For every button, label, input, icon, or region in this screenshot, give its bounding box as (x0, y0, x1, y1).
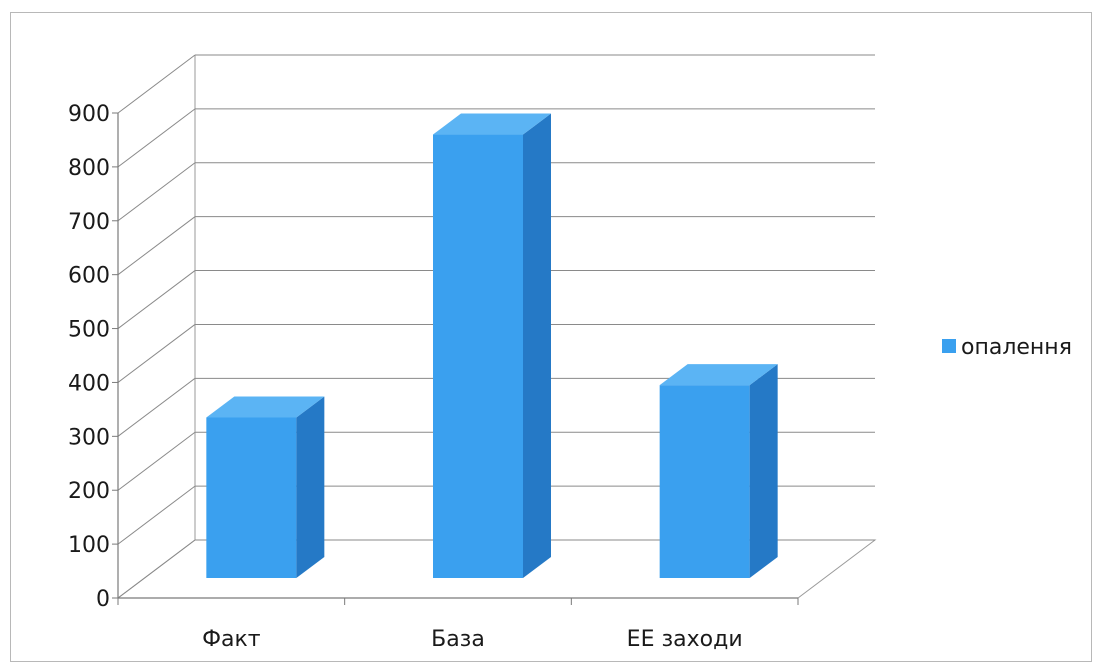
y-tick-label: 800 (68, 156, 110, 181)
gridline-side (117, 108, 196, 168)
bar-front (206, 417, 297, 578)
bar (206, 396, 325, 578)
gridline-side (117, 54, 196, 114)
y-tick-label: 700 (68, 210, 110, 235)
bars (206, 113, 778, 579)
bar-side (523, 113, 551, 579)
bar (433, 113, 551, 579)
gridline-side (117, 377, 196, 437)
bar-side (296, 396, 325, 578)
gridline-side (117, 162, 196, 222)
bar (659, 364, 778, 578)
x-tick-label: ЕЕ заходи (627, 627, 743, 652)
legend-label: опалення (961, 335, 1072, 360)
y-tick-label: 400 (68, 371, 110, 396)
y-tick-label: 500 (68, 318, 110, 343)
y-tick-label: 0 (96, 587, 110, 612)
x-axis-ticks: Факт База ЕЕ заходи (117, 598, 799, 652)
gridline-side (117, 324, 196, 383)
x-tick-label: База (431, 627, 485, 652)
y-tick-label: 600 (68, 264, 110, 289)
bar-top (433, 113, 551, 135)
gridline-side (117, 539, 196, 599)
bar-front (659, 385, 750, 578)
x-tick-label: Факт (202, 627, 261, 652)
bar-top (206, 396, 325, 418)
y-axis-ticks: 0 100 200 300 400 500 600 700 800 900 (68, 102, 118, 612)
gridline-side (117, 216, 196, 276)
legend-swatch (942, 339, 956, 353)
y-tick-label: 900 (68, 102, 110, 127)
legend: опалення (942, 335, 1072, 360)
y-tick-label: 200 (68, 479, 110, 504)
gridline-side (117, 431, 196, 491)
axes (117, 113, 798, 599)
gridline-side (117, 485, 196, 545)
bar-top (659, 364, 778, 386)
bar-side (749, 364, 778, 578)
y-tick-label: 300 (68, 425, 110, 450)
gridline-side (117, 270, 196, 329)
bar-front (433, 134, 523, 579)
y-tick-label: 100 (68, 533, 110, 558)
